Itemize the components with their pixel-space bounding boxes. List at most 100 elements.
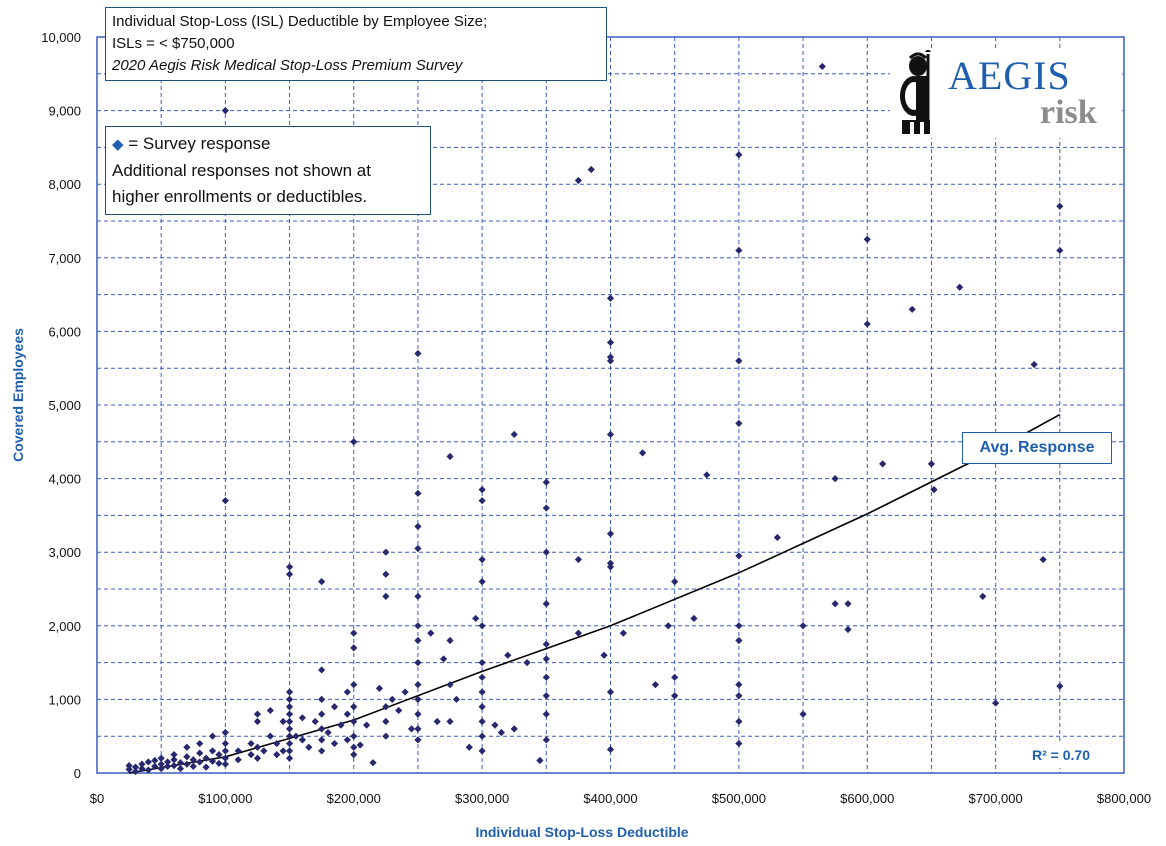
data-point [478,622,486,630]
data-point [542,600,550,608]
legend-text-3: higher enrollments or deductibles. [112,187,368,206]
y-tick-label: 8,000 [48,177,81,192]
data-point [465,743,473,751]
data-point [407,725,416,733]
data-point [542,710,550,718]
chart-title-line1: Individual Stop-Loss (ISL) Deductible by… [112,13,488,30]
data-point [183,753,191,761]
data-point [542,640,550,648]
data-point [285,725,294,733]
data-point [285,747,294,755]
data-point [735,739,743,748]
data-point [735,151,743,159]
data-point [831,600,839,608]
data-point [234,756,242,764]
data-point [395,706,403,715]
data-point [606,563,615,571]
data-point [799,622,807,630]
data-point [215,751,223,759]
data-point [208,747,217,755]
data-point [382,732,390,740]
data-point [574,629,583,637]
trendline-label: Avg. Response [962,432,1112,464]
data-point [388,695,396,703]
data-point [863,320,871,328]
y-tick-label: 3,000 [48,545,81,560]
x-tick-label: $0 [90,791,104,806]
data-point [956,283,964,291]
data-point [285,717,294,726]
data-point [350,717,358,726]
data-point [735,622,743,630]
data-point [979,592,987,600]
data-point [587,165,595,174]
data-point [350,629,358,637]
x-tick-label: $500,000 [712,791,766,806]
data-point [253,710,262,718]
data-point [318,725,326,733]
data-point [170,756,178,764]
data-point [170,751,178,759]
data-point [151,762,159,770]
data-point [221,747,229,755]
data-point [273,739,281,748]
data-point [930,486,938,494]
data-point [992,699,1000,707]
data-point [735,357,743,365]
data-point [735,681,743,689]
data-point [221,760,229,768]
data-point [343,736,351,744]
data-point [818,62,826,71]
data-point [279,717,287,726]
data-point [523,659,531,667]
data-point [330,703,339,711]
data-point [542,504,550,512]
x-tick-label: $100,000 [198,791,252,806]
data-point [221,728,229,737]
x-axis-title: Individual Stop-Loss Deductible [475,824,688,840]
data-point [491,721,499,729]
data-point [318,666,326,674]
logo-subtitle: risk [1040,94,1097,131]
data-point [863,235,871,243]
data-point [606,688,615,696]
data-point [266,732,274,740]
y-tick-label: 4,000 [48,472,81,487]
data-point [176,764,185,773]
data-point [125,762,133,770]
data-point [382,592,390,600]
data-point [176,759,185,767]
data-point [382,570,390,578]
data-point [844,600,852,608]
y-tick-label: 2,000 [48,619,81,634]
data-point [318,578,326,586]
data-point [574,176,583,185]
data-point [671,578,679,586]
data-point [1030,360,1038,369]
data-point [446,681,454,689]
data-point [183,743,191,751]
data-point [189,762,197,770]
data-point [266,706,274,715]
y-tick-labels: 0 1,000 2,000 3,000 4,000 5,000 6,000 7,000 8,00… [41,30,81,781]
logo-name: AEGIS [948,53,1071,98]
data-point [414,736,422,744]
data-point [151,756,159,765]
data-point [285,695,294,703]
chart-title-box: Individual Stop-Loss (ISL) Deductible by… [105,7,607,81]
chart-title-line3: 2020 Aegis Risk Medical Stop-Loss Premiu… [112,57,463,74]
data-point [350,732,358,740]
data-point [542,736,550,744]
data-point [651,681,660,689]
data-point [202,754,210,762]
data-point [131,763,140,771]
data-point [305,743,313,751]
diamond-marker-icon: ◆ [112,136,124,153]
y-tick-label: 7,000 [48,251,81,266]
data-point [144,766,152,774]
data-point [318,736,326,744]
legend-line1: ◆ = Survey response [112,131,424,158]
data-point [311,717,319,726]
data-point [253,717,262,726]
